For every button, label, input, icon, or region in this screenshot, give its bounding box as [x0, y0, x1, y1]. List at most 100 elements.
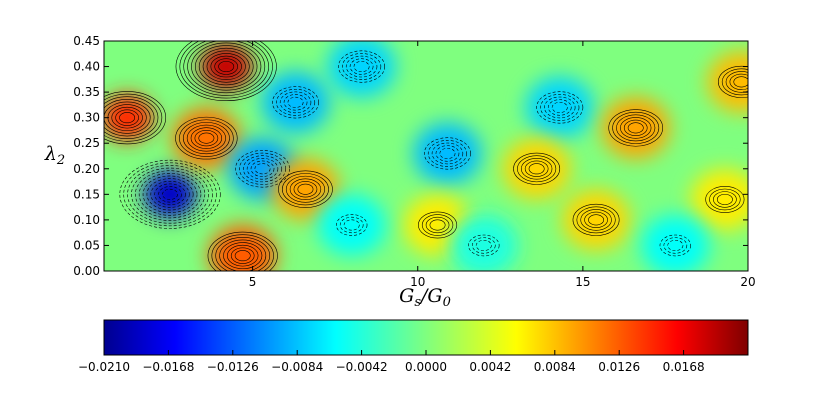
contour-18-1 [475, 239, 492, 251]
contour-3-6 [215, 237, 270, 271]
contour-13-2 [584, 211, 608, 229]
contour-19-2 [339, 216, 364, 234]
contour-0-7 [138, 173, 202, 216]
contour-15-1 [716, 193, 733, 205]
field-blob-13 [562, 189, 631, 251]
contour-5-6 [235, 150, 290, 188]
contour-5-3 [246, 158, 279, 180]
colorbar-tick-label: −0.0084 [271, 360, 323, 374]
plot-frame [103, 40, 749, 272]
contour-1-1 [119, 112, 136, 124]
field-blob-8 [327, 41, 396, 98]
contour-4-4 [206, 53, 246, 80]
contour-14-4 [616, 114, 656, 142]
contour-11-3 [544, 96, 576, 119]
colorbar-tick-label: 0.0042 [469, 360, 511, 374]
colorbar-tick-label: −0.0168 [142, 360, 194, 374]
contour-0-4 [150, 180, 190, 208]
contour-4-10 [183, 41, 269, 96]
colorbar-tick-label: −0.0126 [207, 360, 259, 374]
contour-12-4 [517, 155, 557, 183]
contour-3-5 [219, 239, 267, 271]
field-blob-12 [502, 138, 571, 200]
contour-7-3 [279, 91, 312, 114]
contour-12-5 [513, 152, 561, 185]
y-tick-label: 0.05 [73, 238, 100, 252]
contour-6-1 [297, 183, 314, 195]
contour-2-6 [179, 119, 234, 157]
contour-15-3 [709, 188, 741, 211]
contour-13-1 [588, 214, 605, 226]
contour-1-6 [104, 99, 155, 137]
contour-16-2 [729, 73, 748, 91]
field-blob-1 [104, 94, 154, 142]
contour-17-2 [663, 237, 688, 254]
contour-4-3 [210, 55, 242, 78]
contour-14-2 [623, 119, 648, 137]
colorbar-tick-label: 0.0000 [405, 360, 447, 374]
x-axis-label: Gs/G0 [399, 285, 451, 310]
contour-11-2 [547, 99, 572, 116]
contour-12-3 [520, 158, 553, 180]
field-blob-16 [707, 51, 748, 113]
contour-5-5 [239, 152, 286, 185]
contour-3-2 [230, 247, 255, 264]
contour-19-1 [343, 219, 360, 231]
contour-9-4 [427, 140, 468, 167]
field-blob-15 [690, 168, 748, 231]
contour-1-5 [104, 101, 151, 134]
contour-0-2 [158, 186, 182, 203]
y-axis-label: λ2 [44, 143, 65, 168]
colorbar-ticks: −0.0210 −0.0168 −0.0126 −0.0084 −0.0042 0.000… [78, 350, 705, 374]
contour-19-3 [336, 214, 368, 236]
contour-4-6 [198, 47, 254, 86]
x-tick-label: 10 [410, 275, 425, 289]
contour-14-3 [620, 117, 652, 139]
y-axis: 0.00 0.05 0.10 0.15 0.20 0.25 0.30 0.35 0.40 0.45 [73, 34, 748, 278]
contour-4-7 [195, 45, 258, 88]
contour-4-11 [179, 41, 273, 99]
contour-2-4 [186, 124, 226, 152]
colorbar-tick-label: 0.0168 [663, 360, 705, 374]
contour-2-5 [182, 122, 230, 155]
y-tick-label: 0.25 [73, 136, 100, 150]
contour-4-12 [175, 41, 277, 102]
contour-10-3 [421, 214, 454, 236]
contour-0-10 [127, 165, 213, 224]
contour-15-2 [713, 191, 737, 208]
colorbar-tick-label: −0.0210 [78, 360, 130, 374]
contour-1-2 [115, 109, 139, 126]
x-tick-label: 5 [249, 275, 257, 289]
contour-1-3 [111, 106, 143, 129]
contour-6-5 [282, 173, 329, 206]
field-blob-9 [413, 122, 482, 185]
contour-11-4 [540, 94, 580, 121]
contour-2-7 [175, 116, 238, 160]
contour-17-3 [659, 234, 692, 257]
contour-9-1 [439, 147, 456, 159]
contour-13-4 [576, 206, 616, 234]
contour-7-5 [272, 86, 319, 119]
contour-9-3 [431, 142, 464, 165]
contour-8-2 [349, 58, 374, 75]
contour-10-4 [418, 211, 458, 239]
contour-6-2 [293, 181, 318, 198]
contour-7-1 [287, 96, 304, 108]
contour-lines [104, 41, 748, 271]
contour-14-1 [627, 122, 644, 134]
contour-8-3 [345, 55, 378, 78]
contour-3-3 [227, 244, 259, 267]
x-tick-label: 15 [575, 275, 590, 289]
contour-12-2 [524, 160, 549, 177]
field-blob-18 [449, 214, 518, 271]
colorbar-tick-label: 0.0126 [598, 360, 640, 374]
contour-0-5 [146, 178, 194, 211]
x-axis: 5 10 15 20 [249, 41, 756, 289]
contour-3-7 [211, 234, 274, 271]
contour-10-2 [425, 216, 450, 234]
contour-4-9 [187, 41, 266, 94]
contour-0-8 [135, 170, 206, 219]
contour-16-3 [725, 71, 748, 93]
contour-12-1 [528, 163, 545, 175]
contour-2-1 [198, 132, 215, 144]
